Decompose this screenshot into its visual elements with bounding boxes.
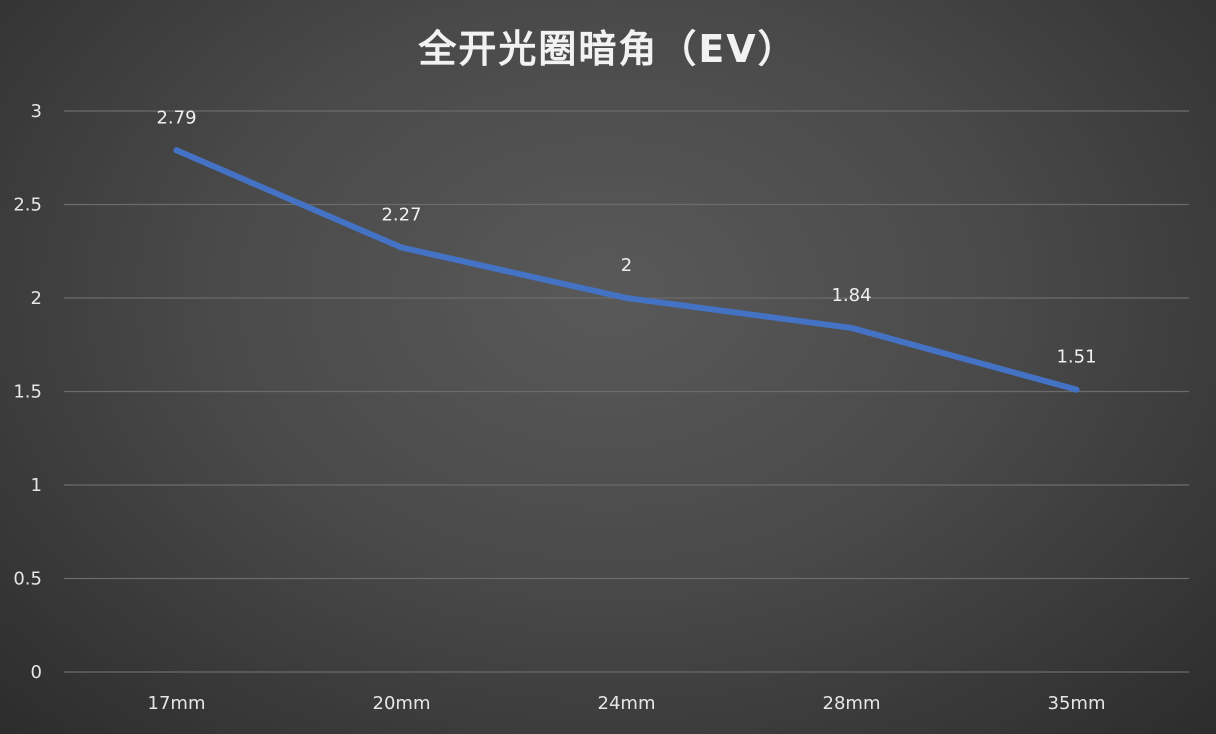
x-tick-label: 17mm [148, 693, 206, 714]
data-label: 1.84 [831, 285, 871, 306]
data-point [398, 244, 405, 251]
series-layer [173, 147, 1080, 393]
y-axis-tick-labels: 0 0.5 1 1.5 2 2.5 3 [13, 101, 42, 683]
x-tick-label: 28mm [823, 693, 881, 714]
y-tick-label: 0 [31, 662, 42, 683]
data-labels: 2.79 2.27 2 1.84 1.51 [156, 107, 1096, 367]
x-tick-label: 35mm [1048, 693, 1106, 714]
x-tick-label: 24mm [598, 693, 656, 714]
data-point [623, 295, 630, 301]
data-label: 1.51 [1056, 347, 1096, 368]
y-tick-label: 1.5 [13, 382, 42, 403]
x-tick-label: 20mm [373, 693, 431, 714]
y-tick-label: 1 [31, 475, 42, 496]
chart-title: 全开光圈暗角（EV） [418, 27, 798, 71]
data-point [1073, 386, 1080, 393]
x-axis-tick-labels: 17mm 20mm 24mm 28mm 35mm [148, 693, 1106, 714]
y-tick-label: 2 [31, 288, 42, 309]
y-tick-label: 0.5 [13, 569, 42, 590]
gridlines [64, 110, 1189, 673]
data-point [173, 147, 180, 154]
data-label: 2.27 [381, 205, 421, 226]
y-tick-label: 2.5 [13, 195, 42, 216]
y-tick-label: 3 [31, 101, 42, 122]
data-label: 2 [621, 255, 632, 276]
data-label: 2.79 [156, 107, 196, 128]
data-point [848, 324, 855, 331]
